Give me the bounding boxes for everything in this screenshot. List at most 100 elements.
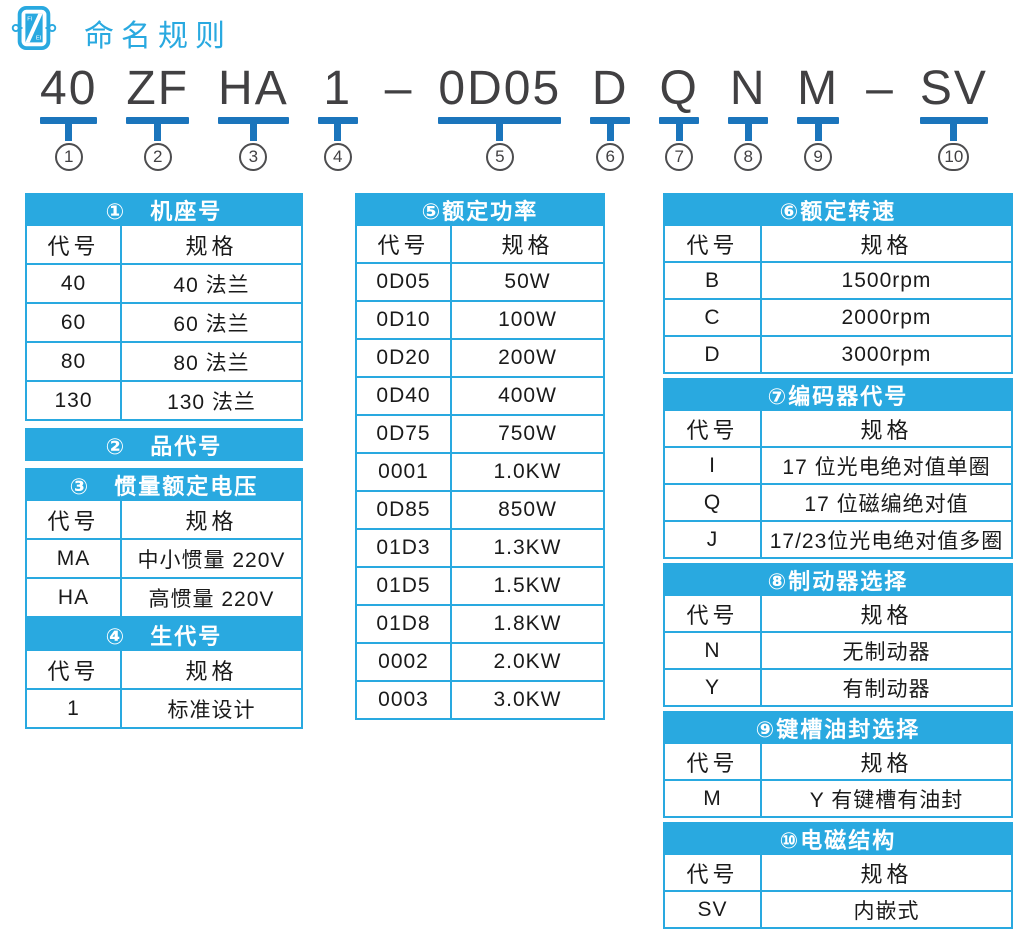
table-row: 01D8 1.8KW — [357, 604, 603, 642]
header-cell: 代号 — [665, 744, 762, 779]
code-cell: 01D8 — [357, 606, 452, 642]
underline — [317, 117, 358, 125]
tick — [675, 124, 683, 142]
code-cell: MA — [27, 540, 122, 577]
section-inertia-voltage: ③ 惯量额定电压 代号 规格 MA 中小惯量 220V HA 高惯量 220V — [25, 468, 303, 618]
section-frame-size: ① 机座号 代号 规格 40 40 法兰 60 60 法兰 80 80 法兰 130 130 法兰 — [25, 193, 303, 421]
spec-cell: 1.3KW — [493, 536, 562, 559]
spec-cell: 无制动器 — [842, 640, 931, 664]
spec-cell: 400W — [498, 384, 557, 407]
table-row: 0003 3.0KW — [357, 680, 603, 718]
code-cell: 0D20 — [357, 340, 452, 376]
circled-number: 2 — [143, 143, 172, 172]
section-title-bar: ① 机座号 — [25, 193, 303, 226]
underline — [40, 117, 98, 125]
table-row: M Y 有键槽有油封 — [665, 779, 1011, 816]
section-table: 代号 规格 B 1500rpm C 2000rpm D 3000rpm — [663, 226, 1013, 374]
table-header-row: 代号 规格 — [665, 596, 1011, 631]
code-text: D — [591, 62, 629, 115]
table-row: Y 有制动器 — [665, 668, 1011, 705]
spec-cell: 17/23位光电绝对值多圈 — [769, 529, 1004, 553]
table-row: 0D40 400W — [357, 376, 603, 414]
section-title-bar: ⑧制动器选择 — [663, 563, 1013, 596]
header-cell: 代号 — [665, 855, 762, 890]
spec-cell: 2000rpm — [841, 305, 932, 329]
header-cell: 规格 — [860, 232, 913, 258]
code-text: Q — [659, 62, 699, 115]
tick — [249, 124, 257, 142]
section-table: 代号 规格 M Y 有键槽有油封 — [663, 744, 1013, 818]
underline — [438, 117, 562, 125]
section-table: 代号 规格 I 17 位光电绝对值单圈 Q 17 位磁编绝对值 J 17/23位光电绝对值多圈 — [663, 411, 1013, 559]
table-header-row: 代号 规格 — [357, 226, 603, 262]
spec-cell: 有制动器 — [842, 677, 931, 701]
section-keyway-oil-seal: ⑨键槽油封选择 代号 规格 M Y 有键槽有油封 — [663, 711, 1013, 818]
spec-cell: 100W — [498, 308, 557, 331]
code-segment-brake: N 8 — [724, 62, 772, 172]
section-title-bar: ④ 生代号 — [25, 618, 303, 651]
code-cell: C — [665, 300, 762, 335]
code-text: ZF — [126, 62, 190, 115]
section-table: 代号 规格 1 标准设计 — [25, 651, 303, 729]
tick — [606, 124, 614, 142]
code-text: N — [729, 62, 767, 115]
table-row: D 3000rpm — [665, 335, 1011, 372]
code-cell: Y — [665, 670, 762, 705]
brand-motor-icon: FI EI — [11, 5, 57, 51]
table-row: 80 80 法兰 — [27, 341, 301, 380]
section-brake-option: ⑧制动器选择 代号 规格 N 无制动器 Y 有制动器 — [663, 563, 1013, 707]
code-cell: 0D10 — [357, 302, 452, 338]
header-cell: 代号 — [27, 501, 122, 538]
circled-number: 9 — [804, 143, 833, 172]
section-title-bar: ⑨键槽油封选择 — [663, 711, 1013, 744]
table-header-row: 代号 规格 — [27, 501, 301, 538]
circled-number: 4 — [323, 143, 352, 172]
code-cell: D — [665, 337, 762, 372]
spec-cell: 60 法兰 — [173, 312, 250, 336]
table-row: 0001 1.0KW — [357, 452, 603, 490]
spec-cell: 3.0KW — [493, 688, 562, 711]
code-segment-series: ZF 2 — [122, 62, 193, 172]
code-cell: M — [665, 781, 762, 816]
table-header-row: 代号 规格 — [27, 226, 301, 263]
circled-number: 7 — [665, 143, 694, 172]
code-segment-speed: D 6 — [586, 62, 634, 172]
section-table: 代号 规格 N 无制动器 Y 有制动器 — [663, 596, 1013, 707]
underline — [919, 117, 988, 125]
spec-cell: 850W — [498, 498, 557, 521]
circled-number: 5 — [485, 143, 514, 172]
brand-letters-bottom: EI — [36, 36, 42, 42]
circled-number: 6 — [596, 143, 625, 172]
spec-cell: 17 位光电绝对值单圈 — [782, 455, 991, 479]
page-title: 命名规则 — [84, 20, 232, 53]
code-segment-structure: SV 10 — [916, 63, 992, 172]
table-row: 01D3 1.3KW — [357, 528, 603, 566]
code-cell: 60 — [27, 304, 122, 341]
section-table: 代号 规格 SV 内嵌式 — [663, 855, 1013, 929]
header-cell: 代号 — [27, 226, 122, 263]
circled-number: 1 — [54, 143, 83, 172]
underline — [659, 117, 700, 125]
table-row: 01D5 1.5KW — [357, 566, 603, 604]
code-cell: 0D85 — [357, 492, 452, 528]
column-right: ⑥额定转速 代号 规格 B 1500rpm C 2000rpm D 3000rpm ⑦编码器代… — [663, 193, 1013, 933]
code-text: M — [797, 62, 840, 115]
table-header-row: 代号 规格 — [665, 855, 1011, 890]
spec-cell: 1.0KW — [493, 460, 562, 483]
spec-cell: 17 位磁编绝对值 — [804, 492, 969, 516]
table-row: MA 中小惯量 220V — [27, 538, 301, 577]
underline — [728, 117, 769, 125]
section-title-bar: ⑦编码器代号 — [663, 378, 1013, 411]
spec-cell: 高惯量 220V — [148, 587, 275, 611]
code-cell: 0D05 — [357, 264, 452, 300]
section-title-bar: ③ 惯量额定电压 — [25, 468, 303, 501]
header-cell: 规格 — [185, 658, 238, 684]
table-row: HA 高惯量 220V — [27, 577, 301, 616]
header-cell: 规格 — [860, 602, 913, 628]
table-header-row: 代号 规格 — [665, 226, 1011, 261]
section-generation-code: ④ 生代号 代号 规格 1 标准设计 — [25, 618, 303, 729]
table-row: 1 标准设计 — [27, 688, 301, 727]
code-cell: HA — [27, 579, 122, 616]
table-row: N 无制动器 — [665, 631, 1011, 668]
table-row: 0D75 750W — [357, 414, 603, 452]
